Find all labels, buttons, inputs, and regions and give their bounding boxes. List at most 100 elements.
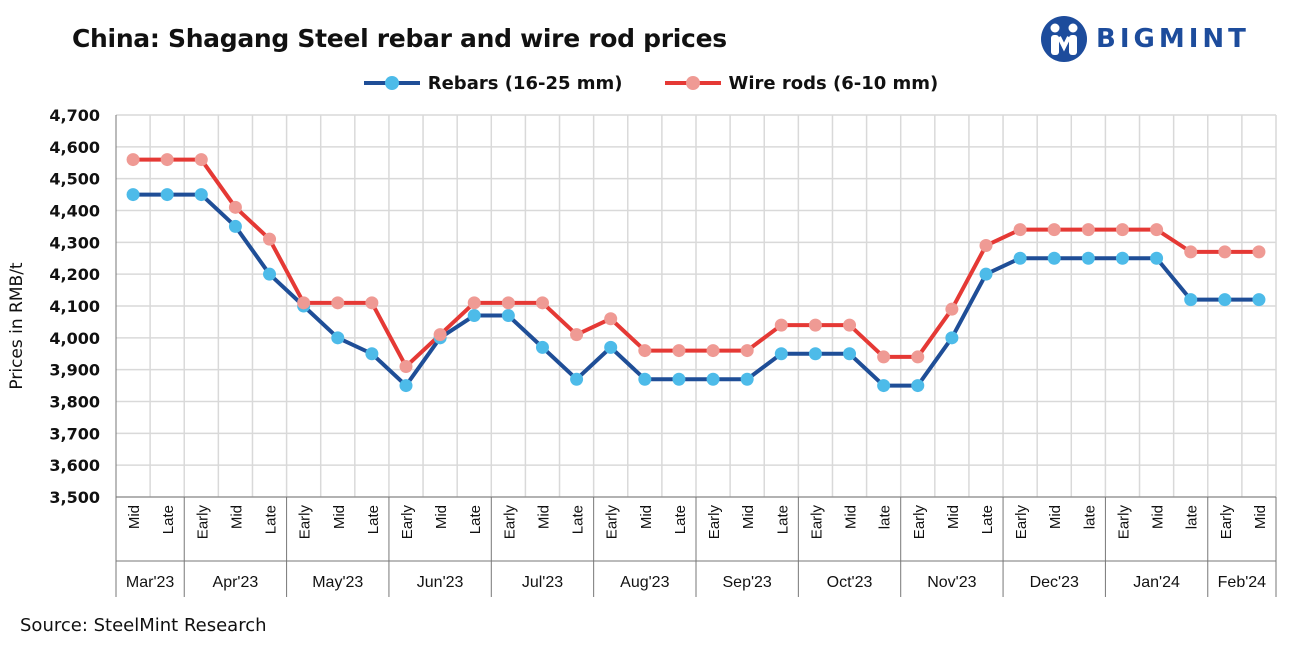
data-point-rebars xyxy=(1013,251,1027,265)
chart-title: China: Shagang Steel rebar and wire rod … xyxy=(72,24,727,53)
data-point-wire-rods xyxy=(740,344,754,358)
data-point-rebars xyxy=(228,219,242,233)
x-tick-label: Early xyxy=(1013,505,1030,540)
x-tick-label: Mid xyxy=(945,505,962,529)
data-point-wire-rods xyxy=(263,232,277,246)
data-point-rebars xyxy=(194,188,208,202)
x-tick-label: late xyxy=(877,505,894,529)
data-point-wire-rods xyxy=(433,328,447,342)
month-label: Jan'24 xyxy=(1133,574,1180,591)
x-tick-label: Mid xyxy=(1252,505,1269,529)
grid-layer xyxy=(116,114,1277,498)
data-point-wire-rods xyxy=(228,200,242,214)
y-tick-label: 4,400 xyxy=(49,202,100,221)
data-point-wire-rods xyxy=(126,153,140,167)
month-label: Feb'24 xyxy=(1218,574,1267,591)
data-point-wire-rods xyxy=(501,296,515,310)
x-tick-label: Early xyxy=(501,505,518,540)
x-tick-label: Mid xyxy=(228,505,245,529)
month-label: Dec'23 xyxy=(1030,574,1079,591)
legend-swatch-wire-rods xyxy=(664,76,721,90)
y-tick-label: 3,900 xyxy=(49,361,100,380)
data-point-rebars xyxy=(501,309,515,323)
x-tick-label: Late xyxy=(570,505,587,534)
x-tick-label: Late xyxy=(160,505,177,534)
data-point-wire-rods xyxy=(1115,223,1129,237)
data-point-rebars xyxy=(160,188,174,202)
data-point-wire-rods xyxy=(399,359,413,373)
data-point-rebars xyxy=(1150,251,1164,265)
data-point-rebars xyxy=(979,267,993,281)
data-point-wire-rods xyxy=(535,296,549,310)
data-point-wire-rods xyxy=(194,153,208,167)
y-tick-label: 4,000 xyxy=(49,329,100,348)
month-label: Sep'23 xyxy=(723,574,772,591)
bigmint-logo-text: BIGMINT xyxy=(1096,24,1250,54)
x-tick-label: Late xyxy=(979,505,996,534)
data-point-wire-rods xyxy=(1081,223,1095,237)
x-tick-label: Early xyxy=(1218,505,1235,540)
x-tick-label: late xyxy=(1081,505,1098,529)
x-tick-label: Early xyxy=(297,505,314,540)
data-point-rebars xyxy=(570,372,584,386)
data-point-wire-rods xyxy=(604,312,618,326)
x-tick-label: Late xyxy=(467,505,484,534)
data-point-rebars xyxy=(1252,293,1266,307)
data-point-rebars xyxy=(1115,251,1129,265)
x-tick-label: Mid xyxy=(433,505,450,529)
x-tick-label: Mid xyxy=(331,505,348,529)
data-point-wire-rods xyxy=(1047,223,1061,237)
legend-item-rebars: Rebars (16-25 mm) xyxy=(362,72,623,94)
data-point-wire-rods xyxy=(945,302,959,316)
data-point-rebars xyxy=(365,347,379,361)
x-tick-label: Mid xyxy=(638,505,655,529)
data-point-wire-rods xyxy=(877,350,891,364)
data-point-wire-rods xyxy=(979,239,993,253)
data-point-wire-rods xyxy=(1150,223,1164,237)
data-point-rebars xyxy=(638,372,652,386)
y-tick-label: 4,700 xyxy=(49,106,100,125)
x-tick-label: Late xyxy=(774,505,791,534)
month-label: Mar'23 xyxy=(126,574,175,591)
data-point-rebars xyxy=(604,340,618,354)
data-point-rebars xyxy=(1184,293,1198,307)
data-point-rebars xyxy=(263,267,277,281)
x-tick-label: Mid xyxy=(1150,505,1167,529)
y-tick-label: 4,100 xyxy=(49,297,100,316)
series-line-rebars xyxy=(133,192,1259,388)
x-tick-label: Early xyxy=(1115,505,1132,540)
data-point-wire-rods xyxy=(467,296,481,310)
series-line-wire-rods xyxy=(133,157,1259,369)
legend-label-rebars: Rebars (16-25 mm) xyxy=(427,72,623,94)
data-point-rebars xyxy=(877,379,891,393)
y-tick-label: 4,500 xyxy=(49,170,100,189)
legend-swatch-rebars xyxy=(363,76,420,90)
month-label: Jun'23 xyxy=(417,574,464,591)
x-tick-label: Mid xyxy=(740,505,757,529)
x-tick-label: Mid xyxy=(1047,505,1064,529)
source-note: Source: SteelMint Research xyxy=(20,615,267,636)
data-point-wire-rods xyxy=(1218,245,1232,259)
data-point-wire-rods xyxy=(1184,245,1198,259)
month-label: Oct'23 xyxy=(827,574,873,591)
data-point-rebars xyxy=(774,347,788,361)
x-tick-label: Early xyxy=(194,505,211,540)
data-point-wire-rods xyxy=(297,296,311,310)
month-label: Nov'23 xyxy=(927,574,976,591)
y-tick-label: 3,800 xyxy=(49,393,100,412)
series-layer xyxy=(126,153,1266,393)
legend-item-wire-rods: Wire rods (6-10 mm) xyxy=(663,72,938,94)
x-tick-label: Mid xyxy=(843,505,860,529)
data-point-wire-rods xyxy=(808,318,822,332)
x-tick-label: Early xyxy=(911,505,928,540)
data-point-wire-rods xyxy=(1252,245,1266,259)
data-point-wire-rods xyxy=(1013,223,1027,237)
data-point-wire-rods xyxy=(331,296,345,310)
y-tick-label: 4,300 xyxy=(49,233,100,252)
data-point-rebars xyxy=(535,340,549,354)
data-point-rebars xyxy=(399,379,413,393)
x-tick-label: Mid xyxy=(126,505,143,529)
data-point-rebars xyxy=(808,347,822,361)
x-tick-label: Early xyxy=(399,505,416,540)
